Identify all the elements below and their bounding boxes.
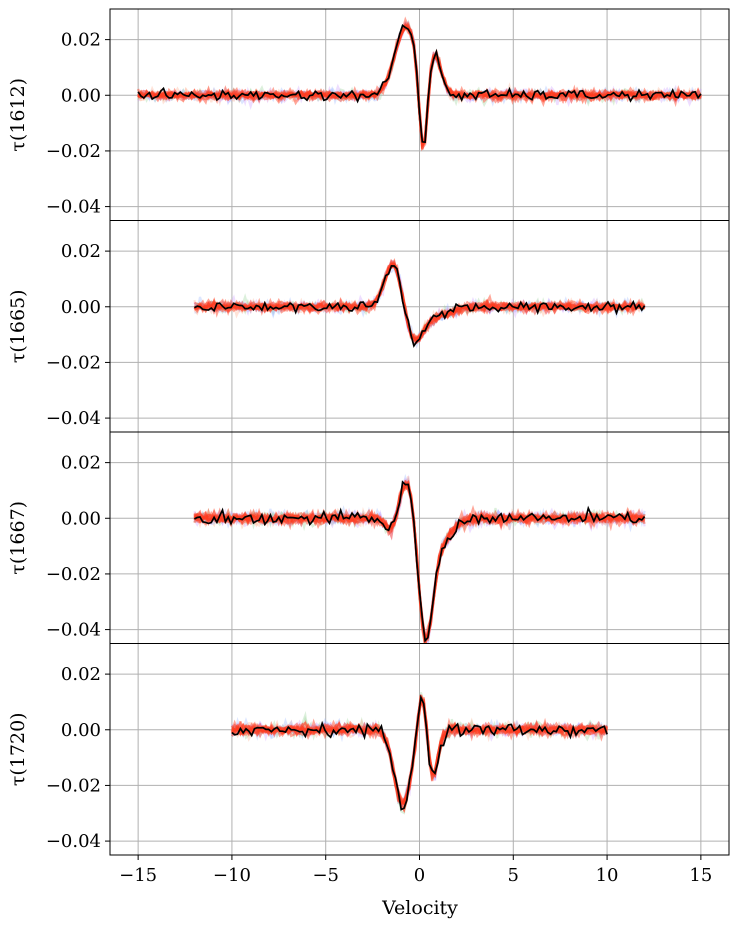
x-tick-label: 0 [414,865,425,886]
y-tick-label: 0.02 [61,453,101,474]
y-tick-label: −0.04 [46,831,101,852]
panel-2: 0.02 0.00 −0.02 −0.04 τ(1665) [7,220,730,433]
y-axis-label: τ(1667) [7,501,29,575]
posterior-sample-faint [193,260,646,343]
y-tick-label: −0.02 [46,141,101,162]
y-tick-label: 0.02 [61,30,101,51]
panel-1: 0.02 0.00 −0.02 −0.04 τ(1612) [7,8,730,221]
panel-3: 0.02 0.00 −0.02 −0.04 τ(1667) [7,431,730,644]
data-line [193,265,646,348]
y-tick-label: 0.02 [61,241,101,262]
x-tick-label: 10 [596,865,619,886]
posterior-sample [194,261,646,343]
posterior-sample-faint [193,476,646,640]
y-tick-label: 0.02 [61,664,101,685]
grid [110,643,729,855]
curves [193,258,646,349]
x-tick-label: −5 [312,865,339,886]
y-tick-label: −0.04 [46,197,101,218]
x-tick-label: 15 [689,865,712,886]
posterior-sample [193,258,645,342]
y-tick-label: −0.02 [46,352,101,373]
curves [193,473,646,644]
y-tick-label: 0.00 [61,720,101,741]
grid [110,220,729,432]
posterior-sample-faint [193,266,646,342]
y-axis-label: τ(1665) [7,289,29,363]
posterior-sample [193,262,646,340]
posterior-sample [193,260,646,344]
x-axis: −15 −10 −5 0 5 10 15 [119,855,712,886]
y-tick-label: 0.00 [61,508,101,529]
curves [136,16,703,152]
curves [230,692,609,815]
x-tick-label: −15 [119,865,157,886]
y-tick-label: −0.02 [46,775,101,796]
x-tick-label: −10 [213,865,251,886]
x-tick-label: 5 [508,865,519,886]
data-line [193,480,646,643]
posterior-sample-faint [193,258,646,345]
panel-4: 0.02 0.00 −0.02 −0.04 τ(1720) [7,643,730,856]
posterior-sample-faint [193,259,646,343]
x-axis-label: Velocity [381,897,458,919]
y-tick-label: 0.00 [61,297,101,318]
grid [110,432,729,644]
y-tick-label: −0.02 [46,564,101,585]
panels: 0.02 0.00 −0.02 −0.04 τ(1612) 0.02 0.00 −0.02 −0… [7,8,730,856]
data-line [231,694,608,811]
y-axis-label: τ(1720) [7,712,29,786]
y-tick-label: 0.00 [61,85,101,106]
y-tick-label: −0.04 [46,620,101,641]
data-line [137,24,702,144]
y-axis-label: τ(1612) [7,78,29,152]
y-tick-label: −0.04 [46,408,101,429]
